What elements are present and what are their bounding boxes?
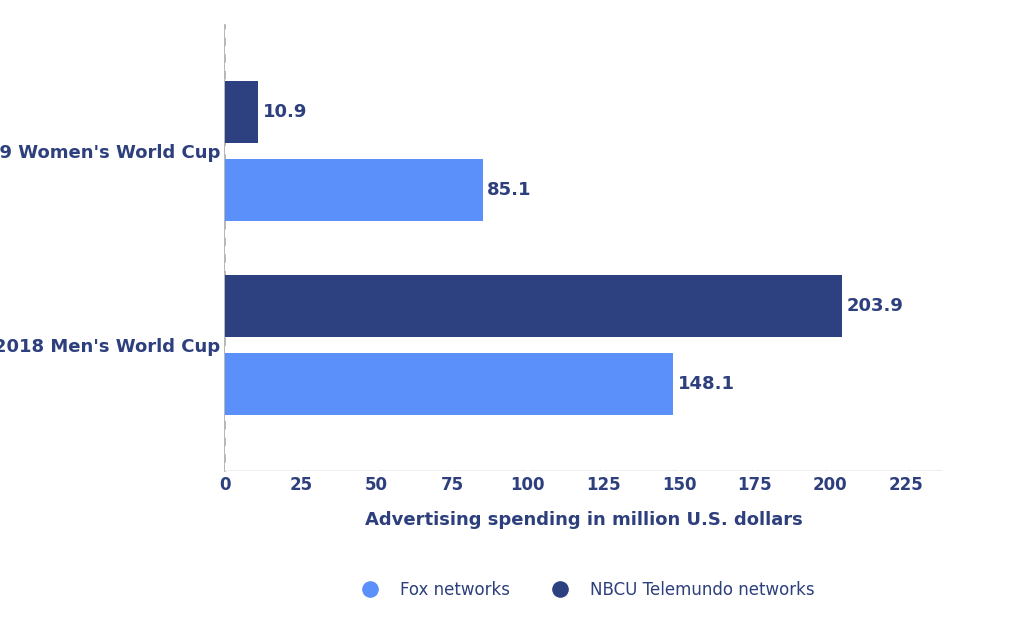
- Text: 10.9: 10.9: [263, 103, 307, 121]
- Text: 85.1: 85.1: [487, 181, 531, 199]
- X-axis label: Advertising spending in million U.S. dollars: Advertising spending in million U.S. dol…: [365, 511, 803, 529]
- Bar: [225, 81, 258, 143]
- Bar: [225, 353, 673, 415]
- Text: 148.1: 148.1: [678, 375, 735, 393]
- Text: 203.9: 203.9: [847, 297, 903, 315]
- Bar: [225, 159, 482, 221]
- Bar: [225, 275, 842, 337]
- Legend: Fox networks, NBCU Telemundo networks: Fox networks, NBCU Telemundo networks: [346, 574, 821, 606]
